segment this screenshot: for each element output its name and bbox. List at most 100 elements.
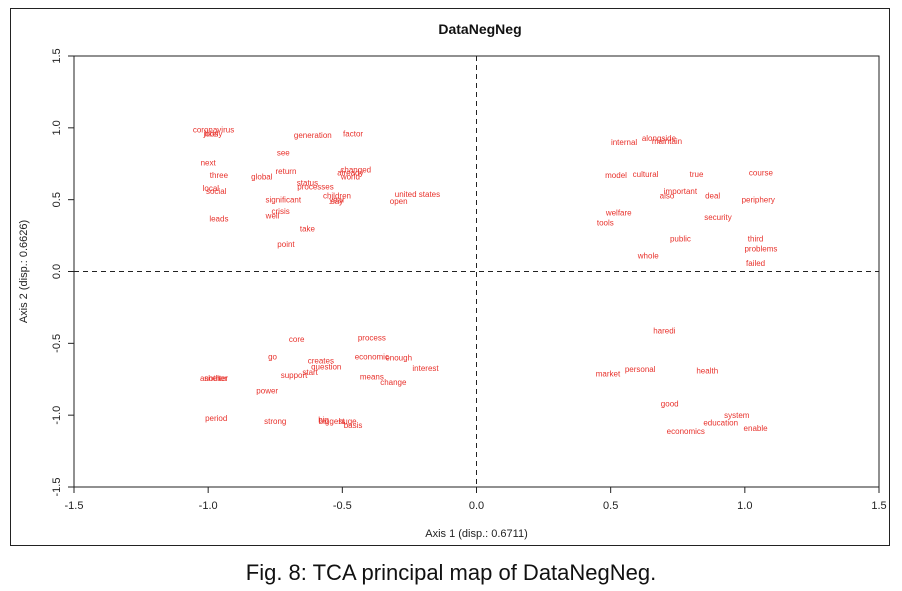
point-label: biggest (319, 417, 346, 426)
y-tick-label: 0.5 (51, 192, 63, 207)
point-label: economics (667, 427, 705, 436)
point-label: internal (611, 138, 637, 147)
scatter-chart: DataNegNeg -1.5 -1.0 -0.5 0.0 0.5 1.0 1.5 -1.5… (18, 21, 887, 540)
point-label: security (704, 213, 732, 222)
point-label: basis (344, 421, 363, 430)
point-label: shelter (204, 374, 228, 383)
point-label: see (277, 148, 290, 157)
y-tick-label: -1.5 (51, 478, 63, 497)
point-label: haredi (653, 326, 675, 335)
y-tick-label: 1.5 (51, 48, 63, 63)
point-label: year (329, 196, 345, 205)
point-label: question (311, 362, 341, 371)
point-label: power (256, 387, 278, 396)
point-label: social (206, 187, 227, 196)
point-label: health (696, 367, 718, 376)
point-label: world (340, 173, 360, 182)
point-label: jobs (203, 130, 219, 139)
point-label: education (703, 418, 738, 427)
y-tick-label: 0.0 (51, 264, 63, 279)
point-label: market (596, 370, 621, 379)
point-label: course (749, 168, 774, 177)
figure-caption: Fig. 8: TCA principal map of DataNegNeg. (245, 560, 657, 585)
figure-frame: DataNegNeg -1.5 -1.0 -0.5 0.0 0.5 1.0 1.5 -1.5… (10, 8, 890, 546)
point-label: core (289, 335, 305, 344)
point-label: support (281, 371, 308, 380)
point-label: significant (266, 196, 302, 205)
point-label: change (380, 378, 407, 387)
point-label: problems (744, 245, 777, 254)
y-tick-label: -1.0 (51, 406, 63, 425)
y-tick-label: 1.0 (51, 120, 63, 135)
point-label: say (331, 197, 343, 206)
point-label: tools (597, 219, 614, 228)
point-label: true (690, 170, 704, 179)
point-label: factor (343, 130, 363, 139)
point-label: interest (412, 364, 439, 373)
point-label: local (203, 184, 220, 193)
point-label: three (210, 171, 229, 180)
point-label: changed (340, 165, 371, 174)
point-label: enough (385, 354, 412, 363)
point-label: go (268, 352, 277, 361)
y-tick-label: -0.5 (51, 334, 63, 353)
point-label: system (724, 411, 750, 420)
point-label: means (360, 372, 384, 381)
x-tick-label: -1.0 (199, 500, 218, 512)
point-label: crisis (272, 207, 290, 216)
point-label: periphery (742, 196, 775, 205)
point-label: open (390, 197, 408, 206)
x-tick-label: 0.0 (469, 500, 484, 512)
point-label: third (748, 234, 764, 243)
point-label: likely (205, 130, 223, 139)
point-label: failed (746, 259, 765, 268)
x-axis-label: Axis 1 (disp.: 0.6711) (425, 528, 528, 540)
point-label: period (205, 414, 227, 423)
point-label: process (358, 334, 386, 343)
point-label: processes (297, 183, 333, 192)
point-label: public (670, 234, 691, 243)
x-tick-label: 1.5 (871, 500, 886, 512)
point-label: huge (339, 417, 357, 426)
point-label: already (337, 168, 363, 177)
x-axis-ticks: -1.5 -1.0 -0.5 0.0 0.5 1.0 1.5 (65, 487, 887, 512)
point-label: leads (209, 214, 228, 223)
x-tick-label: 0.5 (603, 500, 618, 512)
point-label: take (300, 224, 316, 233)
point-label: children (323, 191, 351, 200)
point-label: coronavirus (193, 125, 234, 134)
point-label: united states (395, 190, 440, 199)
point-label: return (276, 167, 297, 176)
point-label: cultural (633, 170, 659, 179)
y-axis-label: Axis 2 (disp.: 0.6626) (18, 220, 30, 323)
point-label: maintain (652, 137, 682, 146)
point-label: generation (294, 131, 332, 140)
x-tick-label: -0.5 (333, 500, 352, 512)
point-label: personal (625, 365, 656, 374)
point-label: welfare (605, 209, 632, 218)
point-label: alongside (642, 134, 677, 143)
point-label: whole (637, 252, 659, 261)
point-label: well (265, 211, 280, 220)
x-tick-label: -1.5 (65, 500, 84, 512)
point-label: deal (705, 191, 720, 200)
point-label: next (201, 158, 217, 167)
point-label: creates (308, 357, 334, 366)
point-label: big (318, 415, 329, 424)
y-axis-ticks: -1.5 -1.0 -0.5 0.0 0.5 1.0 1.5 (51, 48, 74, 496)
point-label: important (664, 187, 698, 196)
chart-title: DataNegNeg (438, 21, 521, 37)
point-label: status (297, 178, 318, 187)
x-tick-label: 1.0 (737, 500, 752, 512)
point-label: model (605, 171, 627, 180)
point-label: economic (355, 352, 389, 361)
point-label: start (302, 368, 318, 377)
point-label: enable (744, 424, 769, 433)
point-label: point (277, 240, 295, 249)
point-label: global (251, 173, 273, 182)
point-label: good (661, 400, 679, 409)
point-label: also (660, 191, 675, 200)
point-label: strong (264, 417, 286, 426)
point-label: another (200, 374, 227, 383)
